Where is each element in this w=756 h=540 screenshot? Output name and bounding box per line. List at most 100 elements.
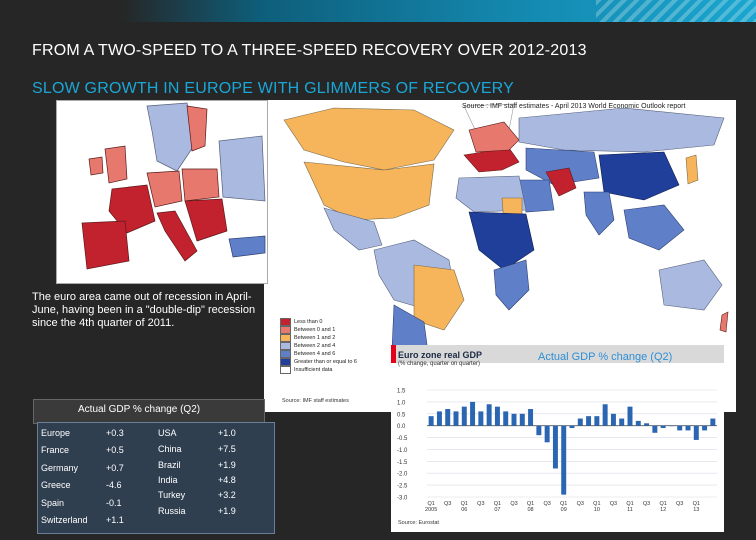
chart-bar <box>569 425 575 429</box>
map-region-new-zealand <box>719 311 729 333</box>
table-cell-country: China <box>158 444 182 454</box>
x-tick-label: Q1 <box>427 501 434 507</box>
map-region-turkey <box>228 235 266 258</box>
chart-bar <box>586 416 592 426</box>
legend-swatch <box>280 318 291 326</box>
chart-bar <box>635 420 641 426</box>
chart-header-bar <box>391 345 724 363</box>
x-tick-year: 07 <box>494 507 500 513</box>
chart-bar <box>710 418 716 426</box>
chart-bar <box>693 425 699 440</box>
chart-bar <box>577 418 583 426</box>
x-tick-label: Q3 <box>510 501 517 507</box>
chart-bar <box>668 425 674 427</box>
map-region-australia <box>658 259 723 311</box>
chart-bar <box>453 411 459 426</box>
chart-bar <box>652 425 658 433</box>
map-region-china <box>598 151 680 201</box>
table-cell-country: Switzerland <box>41 515 88 525</box>
chart-bar <box>660 425 666 429</box>
x-tick-label: Q3 <box>676 501 683 507</box>
y-tick-label: 0.5 <box>397 412 406 418</box>
chart-bar <box>644 423 650 426</box>
x-tick-label: Q1 <box>560 501 567 507</box>
chart-bar <box>610 413 616 426</box>
x-tick-label: Q3 <box>477 501 484 507</box>
top-banner <box>0 0 756 22</box>
map-region-central-africa <box>468 211 535 271</box>
legend-item: Less than 0 <box>280 318 357 326</box>
y-tick-label: 0.0 <box>397 424 406 430</box>
chart-bar <box>478 411 484 426</box>
world-map-graphic <box>283 103 729 401</box>
y-tick-label: 1.0 <box>397 400 406 406</box>
x-tick-label: Q1 <box>527 501 534 507</box>
x-tick-label: Q3 <box>444 501 451 507</box>
table-cell-country: Turkey <box>158 490 186 500</box>
legend-swatch <box>280 342 291 350</box>
map-region-europe-north <box>468 121 520 153</box>
chart-bar <box>561 425 567 495</box>
gdp-table-header <box>33 399 265 424</box>
x-tick-year: 08 <box>528 507 534 513</box>
table-cell-value: +1.0 <box>218 428 236 438</box>
map-region-mexico <box>323 207 383 251</box>
legend-item: Between 4 and 6 <box>280 350 357 358</box>
map-region-poland <box>181 168 220 202</box>
legend-label: Between 0 and 1 <box>294 327 336 333</box>
chart-bar <box>536 425 542 436</box>
europe-map-graphic <box>81 102 266 270</box>
chart-bar <box>428 416 434 426</box>
map-region-balkans <box>184 198 228 242</box>
table-cell-country: USA <box>158 428 177 438</box>
map-region-southeast-asia <box>623 204 685 251</box>
chart-subtitle: (% change, quarter on quarter) <box>398 361 481 367</box>
table-cell-country: Europe <box>41 428 71 438</box>
chart-bar <box>627 406 633 426</box>
x-tick-label: Q1 <box>626 501 633 507</box>
table-cell-country: Spain <box>41 498 65 508</box>
y-tick-label: -0.5 <box>397 436 408 442</box>
y-tick-label: -1.5 <box>397 460 408 466</box>
table-cell-value: -0.1 <box>106 498 122 508</box>
map-region-brazil <box>413 264 465 331</box>
map-region-germany <box>146 170 183 208</box>
chart-bar <box>511 413 517 426</box>
table-cell-value: +7.5 <box>218 444 236 454</box>
table-cell-value: +4.8 <box>218 475 236 485</box>
table-cell-value: -4.6 <box>106 480 122 490</box>
table-cell-value: +0.7 <box>106 463 124 473</box>
map-region-usa <box>303 161 435 221</box>
x-tick-year: 12 <box>660 507 666 513</box>
euro-recession-note: The euro area came out of recession in A… <box>32 291 256 329</box>
chart-title: Euro zone real GDP <box>398 350 483 360</box>
map-legend: Less than 0 Between 0 and 1 Between 1 an… <box>280 318 357 374</box>
legend-swatch <box>280 334 291 342</box>
table-cell-value: +1.9 <box>218 506 236 516</box>
map-region-central-asia <box>525 147 600 186</box>
legend-item: Insufficient data <box>280 366 357 374</box>
chart-bar <box>594 416 600 426</box>
table-cell-country: Germany <box>41 463 79 473</box>
chart-bar <box>619 418 625 426</box>
table-cell-country: Greece <box>41 480 71 490</box>
x-tick-label: Q1 <box>461 501 468 507</box>
map-source: Source : IMF staff estimates - April 201… <box>462 103 686 110</box>
legend-label: Greater than or equal to 6 <box>294 359 357 365</box>
legend-label: Between 1 and 2 <box>294 335 336 341</box>
table-cell-country: India <box>158 475 178 485</box>
legend-item: Between 1 and 2 <box>280 334 357 342</box>
x-tick-label: Q1 <box>494 501 501 507</box>
chart-bar <box>494 406 500 426</box>
legend-swatch <box>280 358 291 366</box>
y-tick-label: -2.0 <box>397 472 408 478</box>
legend-source: Source: IMF staff estimates <box>282 398 349 404</box>
x-tick-year: 13 <box>693 507 699 513</box>
table-cell-value: +0.3 <box>106 428 124 438</box>
x-tick-label: Q1 <box>593 501 600 507</box>
map-region-iran <box>545 167 577 197</box>
chart-bar <box>544 425 550 443</box>
chart-bar <box>677 425 683 431</box>
chart-bar <box>702 425 708 431</box>
y-tick-label: -1.0 <box>397 448 408 454</box>
